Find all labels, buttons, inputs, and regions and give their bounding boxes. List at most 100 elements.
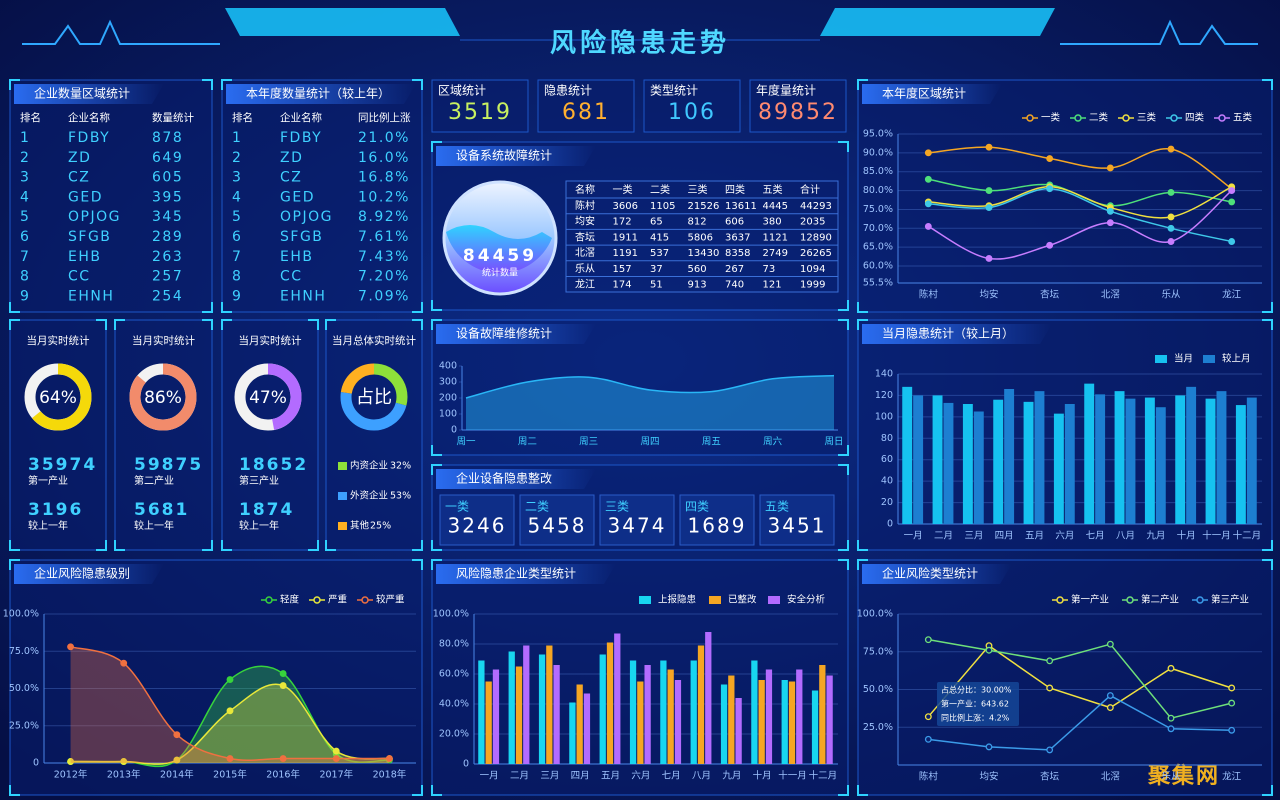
bar xyxy=(660,660,667,764)
donut-arc xyxy=(129,363,197,431)
stat-box xyxy=(749,79,847,133)
bar xyxy=(492,669,500,764)
point xyxy=(1106,704,1114,712)
bar xyxy=(485,681,492,764)
page-title: 风险隐患走势 xyxy=(550,28,730,59)
y-tick-label: 120 xyxy=(875,390,893,401)
panel-title: 当月实时统计 xyxy=(132,334,195,347)
rect-card xyxy=(599,494,675,546)
panel-corner xyxy=(9,559,423,796)
bar xyxy=(962,404,973,524)
table-cell: 121 xyxy=(763,280,782,291)
kpi-value: 35974 xyxy=(28,455,97,475)
bar xyxy=(1084,383,1095,524)
panel-title-tab xyxy=(862,84,1002,104)
bar xyxy=(765,669,773,764)
legend-label: 第二产业 xyxy=(1141,594,1179,606)
bar xyxy=(1246,397,1257,524)
rect-card xyxy=(759,494,835,546)
table-cell: 37 xyxy=(650,264,663,275)
table-cell: 3637 xyxy=(725,232,750,243)
panel-title-tab xyxy=(226,84,416,104)
bar xyxy=(1023,401,1034,524)
bar xyxy=(1186,386,1197,524)
bar xyxy=(1235,405,1246,524)
point xyxy=(924,713,932,721)
x-tick-label: 周一 xyxy=(456,437,476,448)
table-cell: 3606 xyxy=(613,201,638,212)
x-tick-label: 十二月 xyxy=(809,770,838,782)
legend-label: 四类 xyxy=(1185,112,1205,124)
table-cell: 6 xyxy=(20,229,30,245)
legend-label: 严重 xyxy=(328,594,348,606)
panel-corner xyxy=(431,141,849,311)
table-header: 数量统计 xyxy=(152,111,194,124)
panel-title-tab xyxy=(14,84,164,104)
bar xyxy=(1144,397,1155,524)
donut-arc xyxy=(234,363,302,431)
bar xyxy=(1095,394,1106,524)
y-tick-label: 40.0% xyxy=(439,699,469,710)
table-cell: 13611 xyxy=(725,201,757,212)
legend-swatch xyxy=(361,596,369,604)
point xyxy=(1106,207,1114,215)
x-tick-label: 周日 xyxy=(824,437,843,448)
legend-label: 外资企业 xyxy=(350,490,388,502)
x-tick-label: 十一月 xyxy=(1202,530,1231,542)
table-cell: 8 xyxy=(232,269,242,285)
tooltip-line: 占总分比：30.00% xyxy=(941,685,1012,695)
panel xyxy=(221,319,319,551)
table-cell: 1 xyxy=(20,130,30,146)
table-cell: 26265 xyxy=(800,248,832,259)
legend-swatch xyxy=(1056,596,1064,604)
x-tick-label: 2017年 xyxy=(319,769,353,781)
x-tick-label: 乐从 xyxy=(1161,771,1181,783)
stat-value: 106 xyxy=(668,100,716,125)
kpi-value: 59875 xyxy=(134,455,203,475)
table-cell: 8 xyxy=(20,269,30,285)
donut-label: 64% xyxy=(39,388,77,408)
y-tick-label: 300 xyxy=(439,377,457,388)
table-cell: 9 xyxy=(20,288,30,304)
table-cell: SFGB xyxy=(280,229,323,245)
y-tick-label: 140 xyxy=(875,369,893,380)
table-cell: OPJOG xyxy=(280,209,333,225)
point xyxy=(1167,238,1175,245)
table-cell: 16.8% xyxy=(358,170,410,186)
table-cell: 2 xyxy=(20,150,30,166)
y-tick-label: 70.0% xyxy=(863,223,893,234)
point xyxy=(279,670,287,678)
table-cell: EHNH xyxy=(68,288,114,304)
table-header: 一类 xyxy=(613,183,633,196)
table-cell: 263 xyxy=(152,249,183,265)
y-tick-label: 100 xyxy=(439,409,457,420)
bar xyxy=(758,680,765,764)
x-tick-label: 北滘 xyxy=(1101,290,1120,301)
table-cell: 3 xyxy=(232,170,242,186)
x-tick-label: 2013年 xyxy=(107,769,141,781)
panel-title-tab xyxy=(436,469,596,489)
table-header: 排名 xyxy=(20,111,41,124)
point xyxy=(279,755,287,762)
y-tick-label: 50.0% xyxy=(9,683,39,694)
table-cell: 345 xyxy=(152,209,183,225)
y-tick-label: 60 xyxy=(881,454,893,465)
y-tick-label: 0 xyxy=(887,519,893,530)
bar xyxy=(569,702,576,764)
table-cell: GED xyxy=(68,189,103,205)
table-cell: EHNH xyxy=(280,288,326,304)
table-cell: CZ xyxy=(280,170,302,186)
x-tick-label: 2014年 xyxy=(160,769,194,781)
legend-label: 二类 xyxy=(1089,112,1109,124)
bar xyxy=(705,632,712,764)
point xyxy=(1167,213,1175,221)
point xyxy=(924,175,932,183)
rect-card-value: 1689 xyxy=(688,514,747,538)
table-cell: 1999 xyxy=(800,280,825,291)
bar xyxy=(1175,395,1186,524)
panel-corner xyxy=(325,319,423,551)
table-header: 企业名称 xyxy=(68,111,110,124)
table-cell: 2035 xyxy=(800,217,825,228)
kpi-compare-label: 较上一年 xyxy=(134,519,174,532)
tooltip-line: 第一产业：643.62 xyxy=(941,699,1009,709)
